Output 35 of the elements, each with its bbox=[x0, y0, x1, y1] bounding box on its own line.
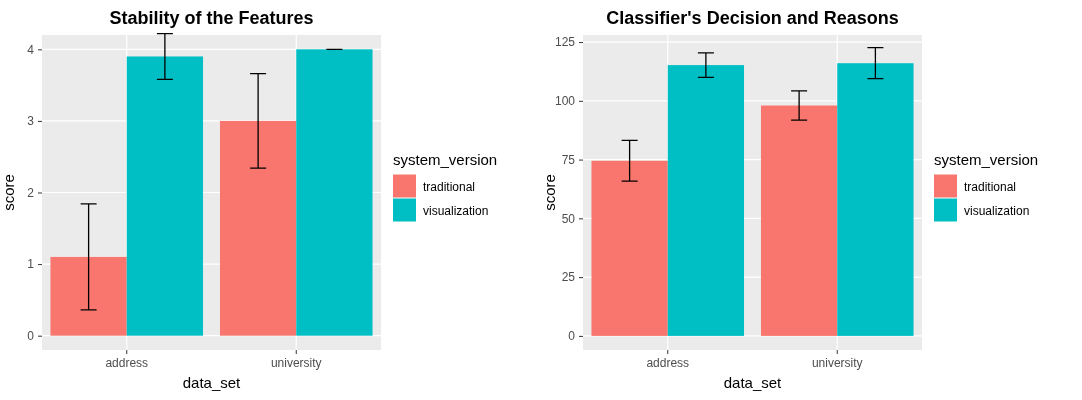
chart-title: Stability of the Features bbox=[109, 8, 314, 28]
bar bbox=[837, 63, 914, 336]
bar bbox=[126, 56, 204, 336]
bar bbox=[50, 256, 127, 336]
bar bbox=[667, 65, 745, 336]
y-tick-label: 25 bbox=[561, 270, 576, 285]
y-tick-label: 50 bbox=[561, 211, 576, 226]
x-tick-label: university bbox=[270, 355, 322, 370]
y-tick-label: 0 bbox=[27, 329, 35, 344]
legend-label: traditional bbox=[964, 179, 1017, 194]
y-tick-label: 125 bbox=[554, 35, 576, 50]
y-tick-label: 75 bbox=[561, 152, 576, 167]
y-axis-title: score bbox=[541, 174, 558, 211]
y-tick-label: 3 bbox=[27, 114, 35, 129]
legend-label: visualization bbox=[423, 203, 489, 218]
legend-title: system_version bbox=[934, 150, 1039, 168]
y-tick-label: 1 bbox=[27, 257, 35, 272]
y-tick-label: 2 bbox=[27, 185, 35, 200]
x-tick-label: university bbox=[811, 355, 863, 370]
y-tick-label: 0 bbox=[568, 329, 576, 344]
y-axis-title: score bbox=[0, 174, 17, 211]
x-tick-label: address bbox=[105, 355, 149, 370]
bar bbox=[219, 120, 297, 336]
bar bbox=[296, 49, 373, 336]
bar bbox=[591, 160, 668, 336]
x-axis-title: data_set bbox=[723, 374, 783, 391]
chart-title: Classifier's Decision and Reasons bbox=[606, 8, 899, 28]
legend-label: traditional bbox=[423, 179, 476, 194]
bar bbox=[760, 105, 838, 336]
y-tick-label: 100 bbox=[554, 94, 576, 109]
x-axis-title: data_set bbox=[182, 374, 242, 391]
legend-label: visualization bbox=[964, 203, 1030, 218]
legend-title: system_version bbox=[393, 150, 498, 168]
x-tick-label: address bbox=[646, 355, 690, 370]
y-tick-label: 4 bbox=[27, 42, 35, 57]
